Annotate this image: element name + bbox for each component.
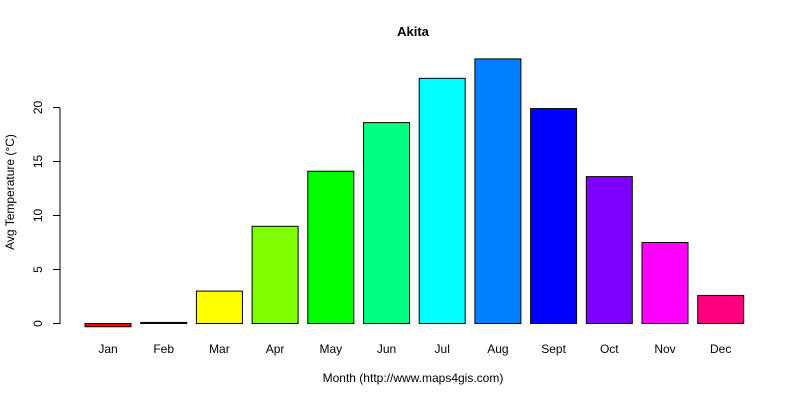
x-tick-label: Jul — [435, 342, 450, 356]
bar-feb — [140, 321, 188, 325]
y-tick-label: 15 — [31, 155, 45, 169]
x-tick-label: Feb — [153, 342, 174, 356]
bar-mar — [195, 290, 243, 325]
y-tick-label: 5 — [31, 266, 45, 273]
y-tick-label: 20 — [31, 101, 45, 115]
bar-dec — [697, 294, 745, 325]
y-axis-label: Avg Temperature (°C) — [3, 134, 17, 250]
bar-may — [307, 170, 355, 324]
x-tick-label: May — [319, 342, 342, 356]
x-tick-label: Nov — [654, 342, 675, 356]
x-tick-labels-group: Jan Feb Mar Apr May Jun Jul Aug Sept Oct Nov Dec — [98, 342, 731, 356]
x-axis-label: Month (http://www.maps4gis.com) — [323, 371, 504, 385]
y-tick-label: 10 — [31, 209, 45, 223]
bar-apr — [251, 225, 299, 324]
bar-oct — [585, 176, 633, 324]
bar-jun — [363, 122, 410, 325]
x-tick-label: Apr — [266, 342, 285, 356]
x-tick-label: Jun — [377, 342, 396, 356]
x-tick-label: Aug — [487, 342, 508, 356]
y-tick-label: 0 — [31, 320, 45, 327]
chart-title: Akita — [397, 24, 430, 39]
x-tick-label: Sept — [541, 342, 566, 356]
x-tick-label: Oct — [600, 342, 619, 356]
bars-group — [84, 58, 745, 328]
y-ticks-group: 0 5 10 15 20 — [31, 101, 60, 327]
bar-aug — [474, 58, 522, 325]
x-tick-label: Dec — [710, 342, 731, 356]
bar-jan — [84, 323, 132, 328]
x-tick-label: Jan — [98, 342, 117, 356]
x-tick-label: Mar — [209, 342, 230, 356]
bar-sept — [530, 108, 578, 324]
bar-nov — [641, 242, 689, 324]
bar-jul — [418, 77, 466, 324]
